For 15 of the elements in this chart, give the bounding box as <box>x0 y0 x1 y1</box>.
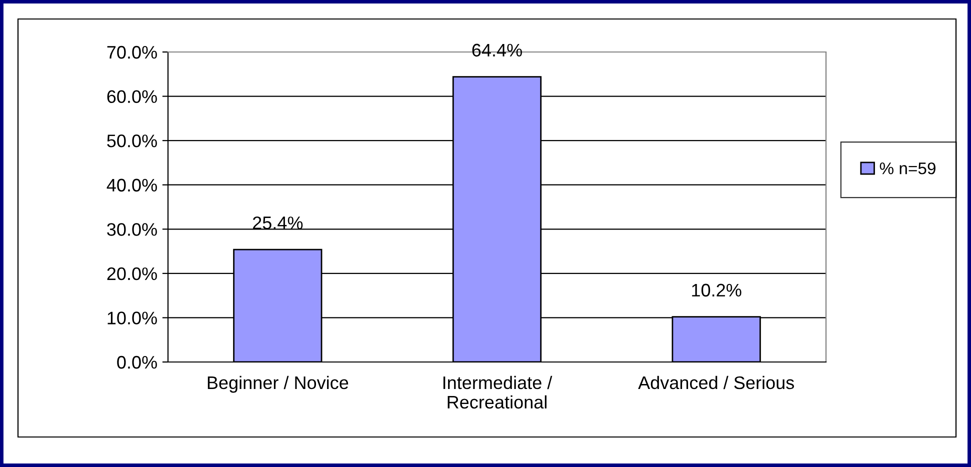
legend-label: % n=59 <box>880 162 936 174</box>
y-tick-label: 60.0% <box>107 90 157 104</box>
y-tick-label: 10.0% <box>108 312 157 324</box>
y-tick-label: 20.0% <box>107 267 157 280</box>
data-label: 25.4% <box>252 216 303 230</box>
y-tick-label: 40.0% <box>106 178 157 192</box>
x-tick-label: Advanced / Serious <box>638 376 794 390</box>
y-tick-label: 30.0% <box>107 223 157 236</box>
x-tick-label: Beginner / Novice <box>208 376 348 393</box>
y-tick-label: 50.0% <box>107 134 157 148</box>
x-tick-label: Intermediate / Recreational <box>443 376 552 409</box>
data-label: 64.4% <box>472 44 522 57</box>
y-tick-label: 0.0% <box>117 356 157 369</box>
y-tick-label: 70.0% <box>107 46 157 59</box>
data-label: 10.2% <box>692 284 742 297</box>
